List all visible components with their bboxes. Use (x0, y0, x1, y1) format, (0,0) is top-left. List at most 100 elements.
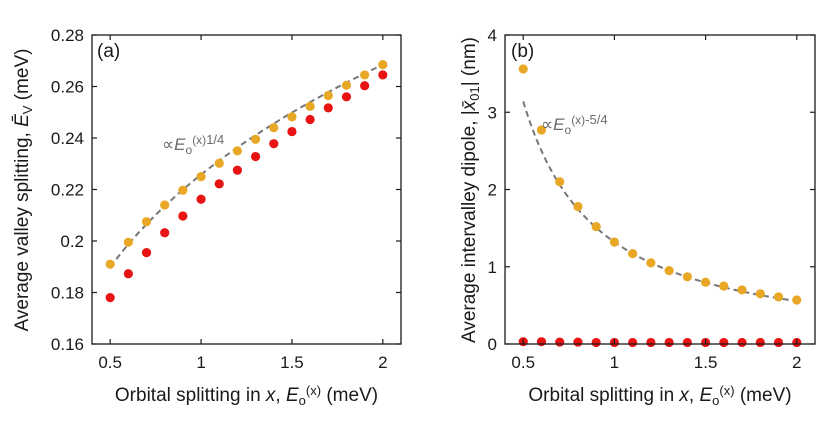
panel-a-ticks: 0.5 1 1.5 2 0.16 0.18 0.2 0.22 0.24 0.26 0.28 (51, 26, 401, 372)
panel-b-point-yellow (755, 289, 765, 299)
panel-a-xlabel-var: x (265, 385, 277, 406)
panel-b-annotation-sub: o (565, 123, 572, 137)
panel-a-ytick-label: 0.26 (51, 78, 84, 97)
panel-b-xtick-label: 0.5 (511, 353, 535, 372)
panel-a-xtick-label: 1 (196, 353, 205, 372)
panel-a-xtick-label: 0.5 (98, 353, 122, 372)
panel-a-point-red (178, 211, 188, 221)
panel-b-point-yellow (555, 177, 565, 187)
panel-a-xtick-label: 2 (378, 353, 387, 372)
panel-b-xtick-label: 2 (792, 353, 801, 372)
panel-b-xlabel-pre: Orbital splitting in (528, 385, 679, 406)
panel-a-point-red (123, 269, 133, 279)
panel-a-ylabel-sub: V (20, 105, 35, 114)
panel-b-xlabel-mid: , (689, 385, 700, 406)
panel-a-point-red (269, 139, 279, 149)
panel-a-annotation-sub: o (186, 143, 193, 157)
panel-b-annotation-prefix: ∝ (541, 115, 553, 134)
panel-a-axes-frame (91, 34, 402, 345)
panel-b-ylabel-sub: 01 (467, 86, 482, 100)
panel-a-ytick-label: 0.24 (51, 129, 84, 148)
panel-b-label: (b) (511, 41, 534, 62)
panel-a-point-red (250, 151, 261, 162)
panel-a-point-yellow (196, 172, 206, 182)
panel-a-annotation-arg: (x) (192, 133, 206, 147)
panel-b-point-red (536, 337, 547, 347)
panel-b-point-yellow (609, 237, 620, 247)
panel-a-point-red (305, 114, 315, 125)
panel-b-xlabel-symbol: E (699, 385, 712, 406)
panel-a-x-axis-label: Orbital splitting in x, Eo(x) (meV) (115, 383, 378, 408)
panel-b-xlabel-post: (meV) (735, 385, 792, 406)
panel-b-xlabel-sup: (x) (719, 383, 734, 398)
panel-b-xlabel-sub: o (712, 393, 719, 408)
panel-a-point-red (360, 81, 370, 91)
panel-b-x-axis-label: Orbital splitting in x, Eo(x) (meV) (528, 383, 791, 408)
panel-a-point-yellow (323, 90, 333, 101)
panel-b-xtick-label: 1.5 (694, 353, 718, 372)
panel-b-ticks: 0.5 1 1.5 2 0 1 2 3 4 (488, 26, 815, 372)
panel-a-point-yellow (214, 158, 224, 168)
panel-a-xlabel-mid: , (275, 385, 286, 406)
panel-b-point-yellow (518, 64, 528, 74)
panel-b-point-red (591, 337, 601, 348)
panel-b-point-red (646, 337, 656, 348)
panel-a-point-yellow (287, 112, 297, 122)
panel-b-annotation-arg: (x) (571, 113, 585, 127)
panel-b-xtick-label: 1 (610, 353, 619, 372)
panel-b-annotation-exponent: -5/4 (585, 112, 607, 127)
panel-b-axes-frame (504, 34, 816, 345)
panel-b-point-red (773, 337, 784, 348)
panel-a-xtick-label: 1.5 (280, 353, 304, 372)
panel-b-marks (518, 64, 802, 348)
panel-b-ytick-label: 2 (488, 181, 497, 200)
panel-a-fit-annotation: ∝Eo(x)1/4 (162, 132, 224, 157)
panel-b-point-yellow (591, 221, 601, 232)
panel-b-y-axis-label: Average intervalley dipole, |x̄01| (nm) (459, 37, 482, 343)
panel-a-point-red (378, 70, 388, 80)
panel-b-ytick-label: 3 (488, 103, 497, 122)
panel-a-point-yellow (360, 70, 370, 80)
panel-a-annotation-symbol: E (174, 135, 186, 154)
panel-b-ytick-label: 1 (488, 258, 497, 277)
panel-b-point-yellow (773, 292, 784, 302)
panel-a-point-red (232, 165, 243, 175)
panel-b-point-red (628, 337, 638, 348)
panel-a-ylabel-pre: Average valley splitting, (12, 127, 33, 332)
panel-a-point-red (105, 293, 115, 303)
panel-b-fit-annotation: ∝Eo(x)-5/4 (541, 112, 608, 137)
panel-a-ylabel-symbol: Ē (12, 114, 33, 127)
panel-b-point-yellow (700, 277, 711, 287)
panel-a-point-red (341, 92, 352, 102)
panel-a-point-yellow (141, 217, 152, 227)
panel-b-point-yellow (682, 272, 692, 282)
panel-b-point-yellow (719, 281, 729, 291)
panel-b-point-red (737, 337, 747, 348)
panel-a-point-yellow (269, 123, 279, 133)
panel-a-xlabel-symbol: E (286, 385, 299, 406)
panel-b-point-yellow (664, 266, 674, 276)
panel-b-point-yellow (536, 125, 547, 135)
panel-a-point-yellow (250, 134, 261, 144)
panel-a-y-axis-label: Average valley splitting, ĒV (meV) (12, 49, 35, 332)
panel-b-point-red (719, 337, 729, 348)
panel-a-point-red (196, 194, 206, 204)
panel-a-xlabel-post: (meV) (321, 385, 378, 406)
panel-b-ytick-label: 4 (488, 26, 497, 45)
panel-b-ylabel-symbol: x̄ (459, 99, 480, 111)
panel-b-point-red (555, 337, 565, 347)
panel-a-ytick-label: 0.16 (51, 335, 84, 354)
panel-b-ylabel-post: | (nm) (459, 37, 480, 86)
panel-a-point-red (141, 247, 152, 258)
panel-b-point-red (682, 337, 692, 348)
panel-a-xlabel-pre: Orbital splitting in (115, 385, 266, 406)
panel-a-point-yellow (378, 60, 388, 70)
panel-a-annotation-prefix: ∝ (162, 135, 174, 154)
panel-a-point-yellow (305, 101, 315, 111)
panel-b-point-yellow (573, 201, 583, 212)
panel-b-point-yellow (737, 285, 747, 295)
panel-b-point-red (573, 337, 583, 347)
panel-a-point-red (323, 103, 333, 113)
panel-a-point-yellow (105, 259, 115, 269)
